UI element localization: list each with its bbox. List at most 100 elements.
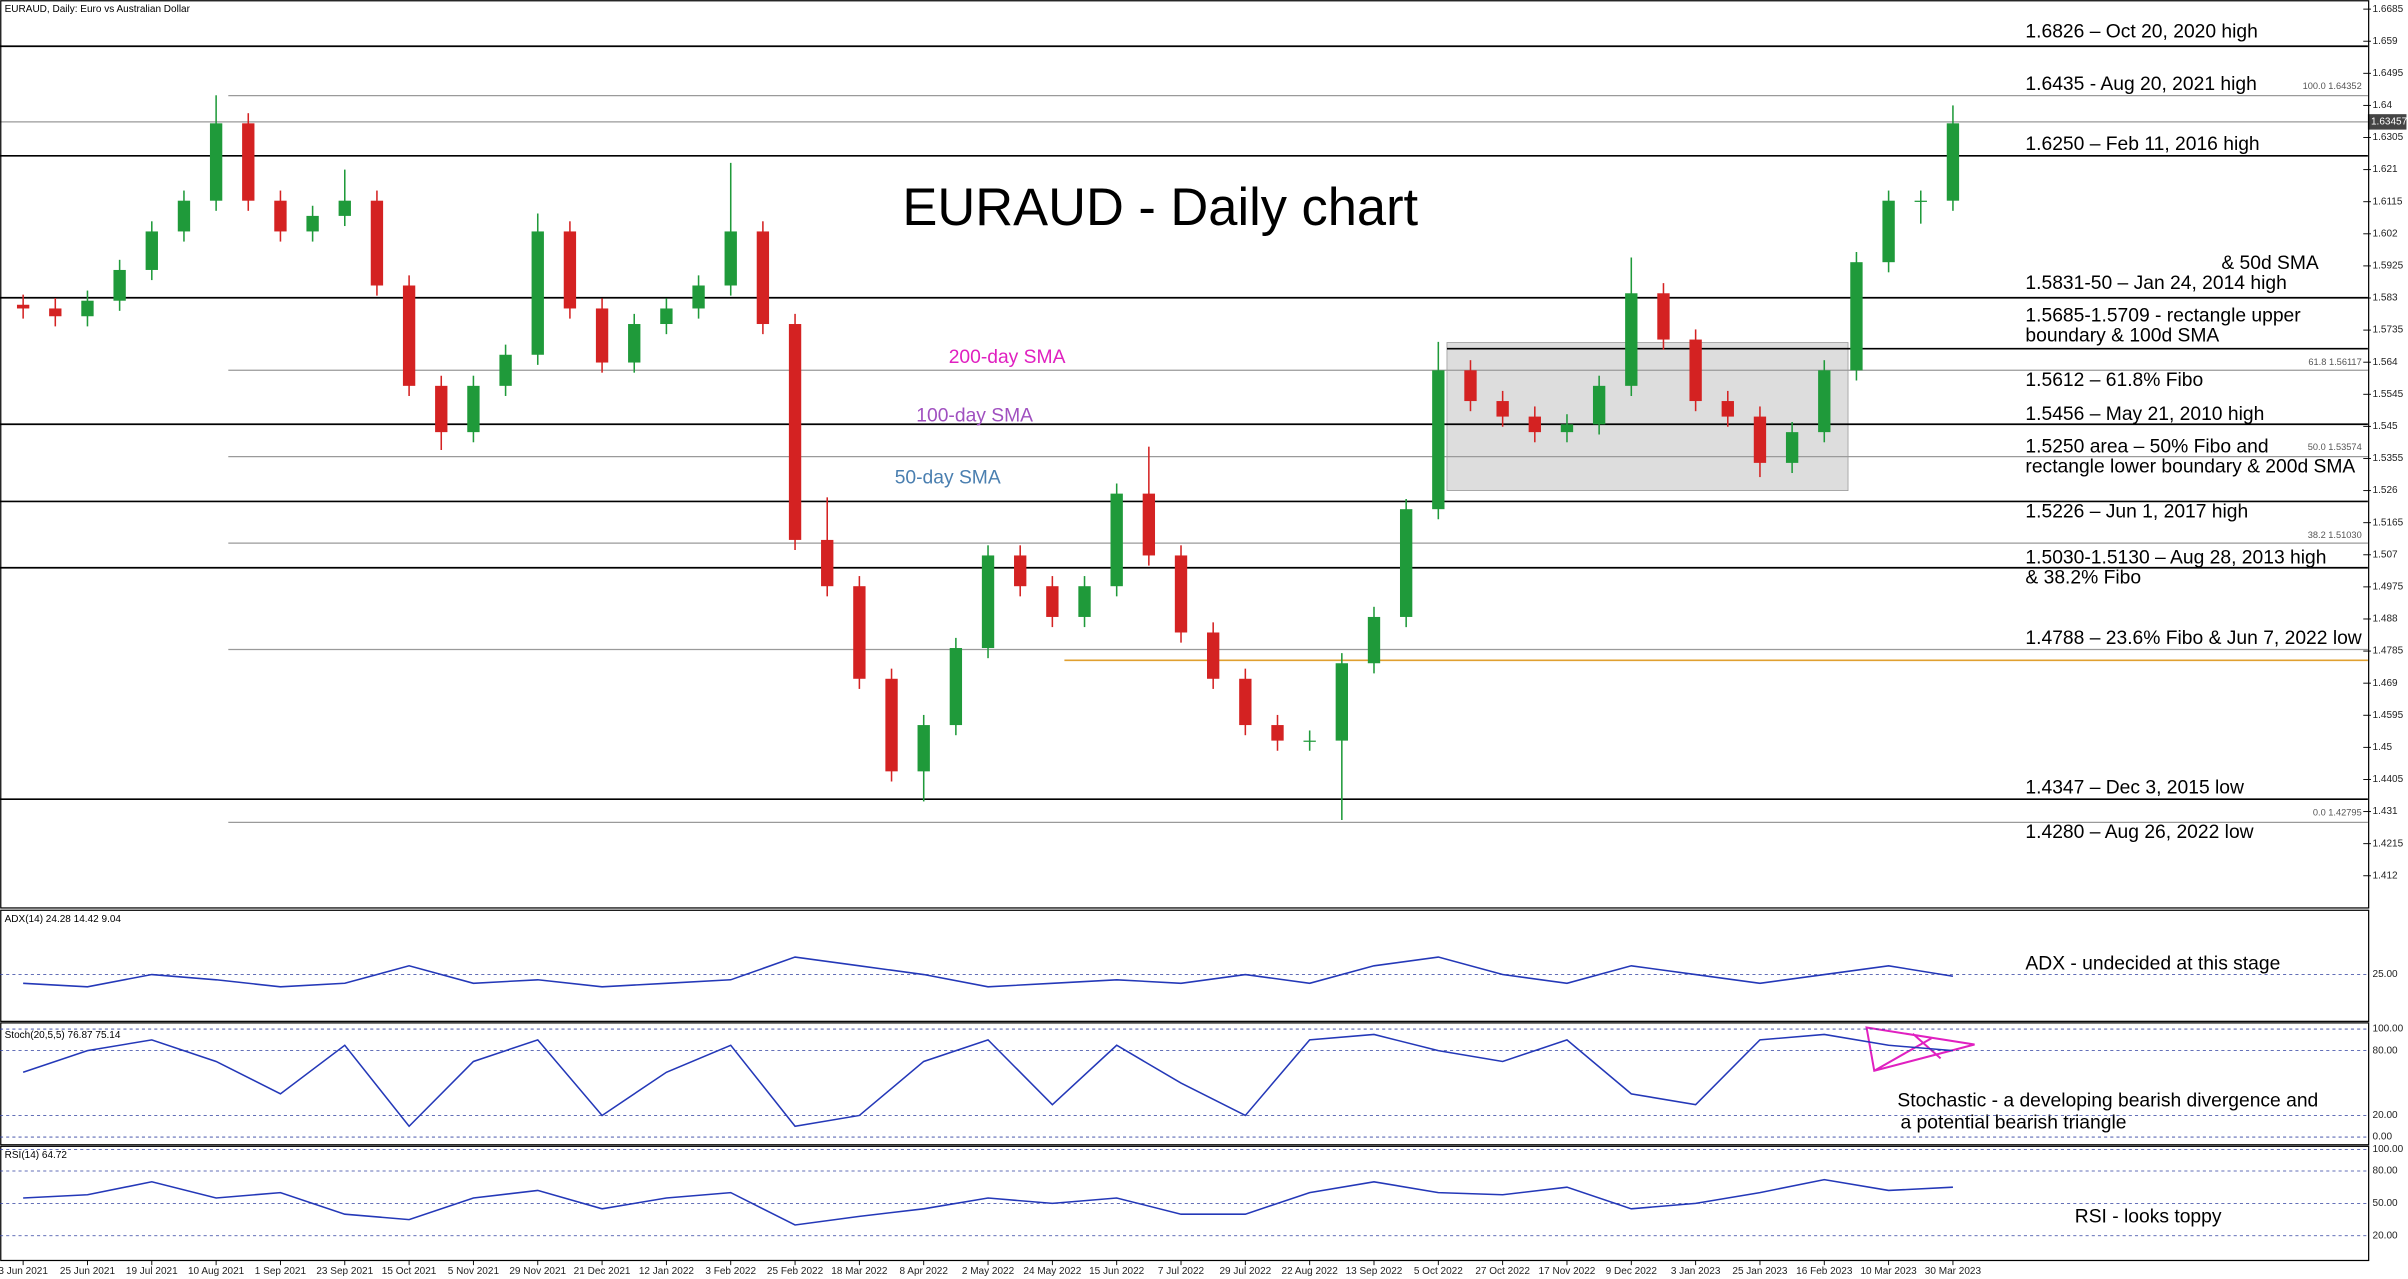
x-tick-label: 3 Jan 2023 (1671, 1266, 1721, 1277)
x-tick-label: 21 Dec 2021 (574, 1266, 631, 1277)
level-label: 1.5456 – May 21, 2010 high (2025, 404, 2264, 425)
candle-body (1914, 200, 1927, 202)
sma-label: 50-day SMA (895, 467, 1001, 488)
x-tick-label: 8 Apr 2022 (899, 1266, 948, 1277)
level-label: 1.6435 - Aug 20, 2021 high (2025, 74, 2256, 95)
candle-body (756, 231, 770, 325)
y-tick-label: 1.526 (2373, 485, 2398, 496)
level-label: 1.4280 – Aug 26, 2022 low (2025, 822, 2253, 843)
candle-body (1432, 370, 1445, 510)
x-tick-label: 15 Jun 2022 (1089, 1266, 1145, 1277)
candle-body (1078, 586, 1091, 617)
level-label: 1.5685-1.5709 - rectangle upper (2025, 305, 2301, 326)
candle-body (1239, 678, 1252, 726)
y-tick-label: 1.4405 (2373, 774, 2404, 785)
indicator-label: Stoch(20,5,5) 76.87 75.14 (5, 1030, 121, 1041)
y-tick-label: 1.412 (2373, 870, 2398, 881)
candle-body (692, 285, 705, 309)
indicator-note: Stochastic - a developing bearish diverg… (1897, 1091, 2318, 1112)
candle-body (1560, 424, 1574, 433)
level-label: boundary & 100d SMA (2025, 325, 2219, 346)
x-tick-label: 3 Jun 2021 (0, 1266, 48, 1277)
indicator-label: RSI(14) 64.72 (5, 1150, 68, 1161)
candle-body (660, 308, 673, 325)
candle-body (1753, 416, 1767, 463)
y-tick-label: 1.431 (2373, 806, 2398, 817)
y-tick-label: 80.00 (2373, 1166, 2398, 1177)
level-label: & 38.2% Fibo (2025, 568, 2141, 589)
level-label: & 50d SMA (2221, 253, 2319, 274)
x-tick-label: 19 Jul 2021 (126, 1266, 178, 1277)
y-tick-label: 1.4215 (2373, 838, 2404, 849)
fibo-label: 38.2 1.51030 (2308, 530, 2362, 540)
sma-label: 100-day SMA (916, 406, 1033, 427)
indicator-note: a potential bearish triangle (1900, 1112, 2126, 1133)
level-label: 1.6826 – Oct 20, 2020 high (2025, 21, 2257, 42)
candle-body (306, 215, 319, 232)
x-tick-label: 23 Sep 2021 (316, 1266, 373, 1277)
y-tick-label: 1.5735 (2373, 325, 2404, 336)
y-tick-label: 1.659 (2373, 36, 2398, 47)
y-tick-label: 1.507 (2373, 549, 2398, 560)
candle-body (1399, 509, 1413, 617)
candle-body (274, 200, 287, 232)
x-tick-label: 25 Jun 2021 (60, 1266, 116, 1277)
main-panel-frame (0, 0, 2370, 909)
candle-body (1657, 293, 1670, 340)
y-tick-label: 80.00 (2373, 1045, 2398, 1056)
y-tick-label: 0.00 (2373, 1132, 2393, 1143)
x-tick-label: 16 Feb 2023 (1796, 1266, 1853, 1277)
candle-body (145, 231, 158, 270)
candle-body (1946, 123, 1960, 201)
x-tick-label: 12 Jan 2022 (639, 1266, 695, 1277)
x-tick-label: 18 Mar 2022 (831, 1266, 888, 1277)
x-tick-label: 29 Nov 2021 (509, 1266, 566, 1277)
candle-body (467, 385, 480, 433)
y-tick-label: 50.00 (2373, 1198, 2398, 1209)
x-tick-label: 30 Mar 2023 (1925, 1266, 1982, 1277)
price-tag (2367, 114, 2407, 130)
candle-body (917, 725, 930, 772)
sma-label: 200-day SMA (949, 347, 1066, 368)
candle-body (1721, 401, 1734, 417)
candle-body (1882, 200, 1895, 263)
y-tick-label: 1.4785 (2373, 646, 2404, 657)
x-tick-label: 24 May 2022 (1023, 1266, 1081, 1277)
x-tick-label: 5 Oct 2022 (1414, 1266, 1463, 1277)
candle-body (853, 586, 866, 679)
candle-body (81, 300, 94, 317)
candle-body (1271, 725, 1284, 741)
y-tick-label: 1.5165 (2373, 517, 2404, 528)
x-tick-label: 10 Aug 2021 (188, 1266, 245, 1277)
candle-body (1818, 370, 1831, 433)
y-tick-label: 1.6495 (2373, 68, 2404, 79)
x-tick-label: 9 Dec 2022 (1606, 1266, 1658, 1277)
candle-body (1464, 370, 1477, 402)
y-tick-label: 20.00 (2373, 1110, 2398, 1121)
y-tick-label: 1.6115 (2373, 196, 2403, 207)
y-tick-label: 100.00 (2373, 1024, 2404, 1035)
y-tick-label: 1.45 (2373, 742, 2393, 753)
indicator-note: ADX - undecided at this stage (2025, 953, 2280, 974)
y-tick-label: 100.00 (2373, 1144, 2404, 1155)
y-tick-label: 1.5355 (2373, 453, 2404, 464)
x-tick-label: 3 Feb 2022 (705, 1266, 756, 1277)
x-tick-label: 13 Sep 2022 (1346, 1266, 1403, 1277)
candle-body (499, 354, 512, 386)
y-tick-label: 1.4595 (2373, 710, 2404, 721)
indicator-line (23, 956, 1954, 988)
y-tick-label: 1.488 (2373, 614, 2398, 625)
candle-body (885, 678, 898, 772)
candle-body (1592, 385, 1606, 425)
candle-body (177, 200, 191, 232)
y-tick-label: 1.621 (2373, 164, 2398, 175)
chart-title: EURAUD - Daily chart (902, 179, 1418, 237)
fibo-label: 100.0 1.64352 (2303, 81, 2362, 91)
candle-body (821, 539, 834, 587)
level-label: 1.5226 – Jun 1, 2017 high (2025, 501, 2248, 522)
candle-body (949, 648, 963, 726)
level-label: 1.4788 – 23.6% Fibo & Jun 7, 2022 low (2025, 628, 2361, 649)
level-label: 1.5612 – 61.8% Fibo (2025, 370, 2203, 391)
